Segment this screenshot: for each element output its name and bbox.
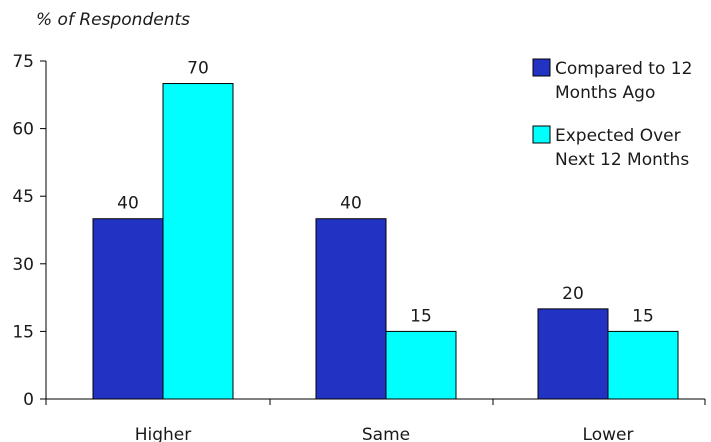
data-label: 40 xyxy=(117,194,139,214)
data-label: 40 xyxy=(340,194,362,214)
y-tick-label: 60 xyxy=(12,120,34,140)
x-category-label: Same xyxy=(362,425,410,442)
legend-swatch xyxy=(532,58,551,77)
legend-label: Expected Over xyxy=(555,126,681,146)
legend-label: Months Ago xyxy=(555,83,655,103)
data-label: 70 xyxy=(187,59,209,79)
y-tick-label: 0 xyxy=(23,390,34,410)
legend: Compared to 12 Months Ago Expected Over Nex… xyxy=(532,58,692,170)
bar xyxy=(385,330,457,400)
y-axis-label: % of Respondents xyxy=(36,10,190,30)
bar xyxy=(92,218,164,400)
bar xyxy=(162,83,234,400)
data-label: 15 xyxy=(410,306,432,326)
y-tick-label: 30 xyxy=(12,255,34,275)
x-category-label: Higher xyxy=(135,425,192,442)
legend-label: Compared to 12 xyxy=(555,59,692,79)
y-tick-label: 45 xyxy=(12,187,34,207)
y-tick-label: 15 xyxy=(12,322,34,342)
data-label: 20 xyxy=(562,284,584,304)
y-tick-label: 75 xyxy=(12,52,34,72)
data-label: 15 xyxy=(632,306,654,326)
x-category-label: Lower xyxy=(583,425,634,442)
bar xyxy=(537,308,609,400)
legend-swatch xyxy=(532,125,551,144)
bar xyxy=(607,330,679,400)
legend-label: Next 12 Months xyxy=(555,150,689,170)
plot-area: 0 15 30 45 60 75 40 70 Higher 40 15 Same 20 15 Lower xyxy=(12,52,706,442)
bar xyxy=(315,218,387,400)
